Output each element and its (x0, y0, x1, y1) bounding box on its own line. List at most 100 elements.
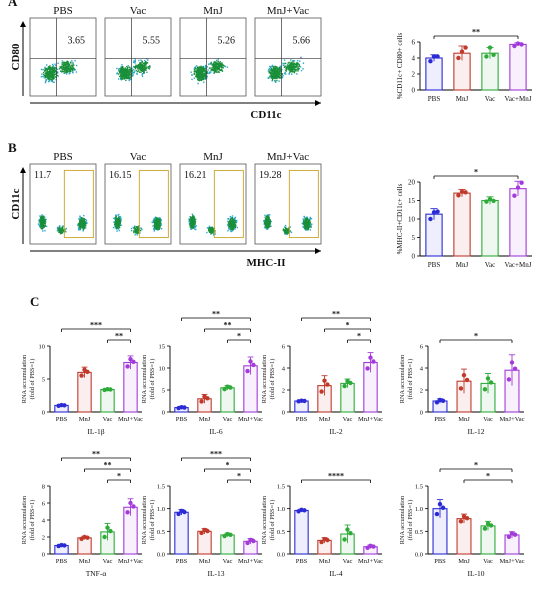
flow-event-dot (121, 67, 124, 70)
flow-event-dot (114, 223, 116, 225)
flow-event-dot (72, 61, 74, 64)
flow-event-dot (231, 227, 233, 229)
flow-event-dot (57, 75, 60, 77)
flow-event-dot (141, 228, 143, 231)
flow-event-dot (306, 217, 308, 220)
flow-event-dot (193, 68, 196, 70)
flow-event-dot (84, 223, 87, 225)
flow-event-dot (229, 223, 231, 226)
flow-event-dot (197, 75, 199, 77)
flow-event-dot (83, 219, 85, 222)
flow-event-dot (137, 232, 139, 234)
flow-event-dot (159, 223, 161, 226)
flow-event-dot (53, 77, 55, 79)
flow-event-dot (67, 65, 70, 67)
flow-event-dot (44, 80, 47, 83)
flow-event-dot (44, 68, 46, 70)
flow-event-dot (58, 68, 61, 70)
flow-gate-value: 11.7 (34, 170, 51, 181)
flow-event-dot (115, 215, 117, 218)
category-label: MnJ+Vac (118, 416, 143, 423)
flow-event-dot (199, 68, 201, 70)
flow-event-dot (131, 70, 133, 72)
flow-event-dot (43, 218, 46, 220)
flow-event-dot (306, 227, 308, 229)
flow-event-dot (48, 80, 50, 83)
category-label: Vac (223, 558, 233, 565)
flow-event-dot (304, 224, 306, 226)
category-label: Vac (483, 416, 493, 423)
flow-event-dot (268, 217, 270, 219)
flow-event-dot (83, 226, 86, 228)
flow-event-dot (139, 68, 141, 70)
data-point (125, 364, 130, 369)
flow-event-dot (227, 223, 230, 225)
data-point (228, 532, 233, 537)
flow-event-dot (43, 219, 45, 221)
data-point (491, 198, 496, 204)
flow-event-dot (49, 77, 51, 79)
flow-event-dot (204, 69, 207, 72)
flow-event-dot (230, 225, 232, 227)
data-point (125, 510, 130, 515)
flow-event-dot (307, 229, 309, 231)
flow-event-dot (133, 230, 135, 232)
bar (294, 509, 309, 555)
flow-event-dot (66, 70, 68, 73)
flow-event-dot (160, 219, 162, 221)
flow-event-dot (120, 73, 122, 76)
flow-event-dot (67, 65, 69, 68)
category-label: Vac (485, 95, 496, 103)
flow-event-dot (55, 75, 57, 78)
flow-event-dot (212, 69, 214, 72)
flow-event-dot (79, 218, 81, 220)
flow-event-dot (133, 66, 136, 69)
flow-event-dot (200, 75, 202, 77)
flow-event-dot (194, 225, 196, 227)
flow-event-dot (264, 225, 266, 227)
y-axis-label: (fold of PBS=1) (407, 359, 414, 400)
category-label: MnJ+Vac (500, 416, 525, 423)
flow-event-dot (134, 226, 136, 228)
flow-gate-value: 5.26 (217, 36, 235, 47)
flow-event-dot (221, 66, 223, 68)
flow-event-dot (65, 63, 67, 65)
bar (425, 213, 443, 257)
flow-event-dot (55, 64, 57, 67)
flow-event-dot (277, 74, 280, 77)
flow-event-dot (191, 216, 194, 218)
data-point (428, 59, 433, 64)
flow-event-dot (115, 220, 117, 222)
y-axis-label: (fold of PBS=1) (407, 500, 414, 541)
flow-event-dot (277, 70, 279, 73)
flow-event-dot (40, 217, 42, 220)
flow-event-dot (63, 68, 65, 70)
flow-event-dot (279, 65, 281, 67)
flow-event-dot (69, 72, 71, 74)
flow-event-dot (39, 221, 42, 224)
flow-event-dot (146, 71, 148, 73)
flow-event-dot (143, 72, 145, 74)
flow-event-dot (57, 229, 59, 231)
flow-event-dot (81, 225, 84, 228)
flow-event-dot (120, 219, 122, 221)
flow-event-dot (116, 73, 118, 75)
flow-event-dot (153, 224, 156, 226)
flow-event-dot (41, 218, 44, 220)
flow-event-dot (74, 59, 76, 62)
flow-event-dot (194, 226, 196, 229)
flow-event-dot (127, 71, 129, 74)
flow-event-dot (123, 71, 125, 73)
flow-event-dot (277, 71, 279, 74)
flow-event-dot (134, 60, 136, 62)
flow-event-dot (80, 224, 82, 227)
flow-event-dot (227, 220, 229, 222)
flow-event-dot (208, 227, 210, 229)
flow-event-dot (80, 221, 82, 223)
flow-event-dot (211, 231, 214, 233)
flow-event-dot (43, 220, 46, 223)
flow-event-dot (292, 60, 294, 62)
flow-event-dot (220, 69, 222, 71)
flow-event-dot (295, 66, 297, 68)
data-point (440, 505, 446, 510)
